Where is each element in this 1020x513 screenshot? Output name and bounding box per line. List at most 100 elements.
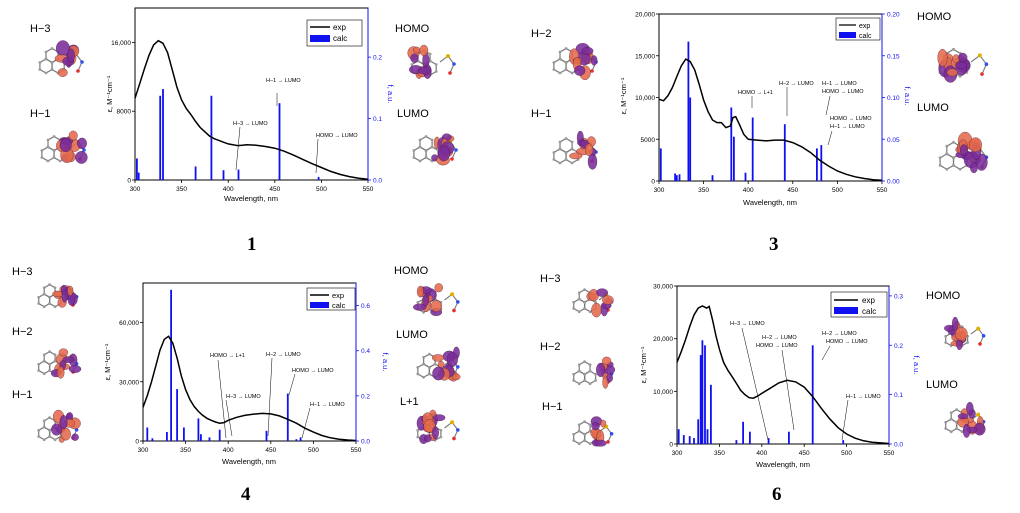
atom — [944, 341, 948, 344]
y2-tick-label: 0.00 — [887, 179, 900, 186]
atom — [966, 341, 969, 344]
orbital-lobe — [970, 162, 978, 174]
y2-ticks: 0.0 0.1 0.2 0.3 — [888, 286, 903, 449]
atom — [577, 429, 581, 433]
atom — [564, 158, 568, 161]
annotation-arrow — [821, 345, 831, 361]
x-ticks: 300 350 400 450 500 550 — [654, 181, 888, 194]
atom — [558, 147, 562, 151]
atom — [37, 428, 41, 432]
atom — [52, 135, 56, 138]
calc-bar — [706, 429, 709, 444]
molecule-orbital-picture — [37, 348, 82, 379]
atom — [42, 286, 46, 290]
orbital-label: H−2 — [540, 341, 561, 353]
atom — [44, 57, 48, 61]
atom — [428, 366, 431, 369]
atom — [572, 432, 576, 436]
atom — [588, 382, 592, 386]
y2-tick-label: 0.15 — [887, 53, 900, 60]
calc-bar — [689, 97, 692, 181]
panel-1: 0 8000 16,000 300 350 400 450 500 550 0.0 0.1 0.2… — [30, 7, 430, 255]
y2-tick-label: 0.6 — [361, 303, 370, 310]
atom — [577, 382, 581, 386]
y2-ticks: 0.0 0.1 0.2 — [367, 8, 382, 185]
molecule-orbital-picture — [413, 283, 460, 316]
x-tick-label: 400 — [743, 187, 754, 194]
legend-exp: exp — [859, 23, 870, 30]
annotation-arrow — [841, 399, 849, 441]
y-tick-label: 0 — [651, 179, 655, 186]
annotation: H−3 → LUMO — [730, 321, 765, 327]
atom — [570, 140, 574, 144]
nitrogen-atom — [456, 300, 460, 304]
orbital-lobe — [591, 422, 600, 431]
y2-tick-label: 0.0 — [373, 178, 382, 185]
atom — [944, 334, 948, 338]
molecule-orbital-picture — [944, 401, 986, 438]
orbital-label: H−3 — [30, 23, 51, 35]
orbital-lobe — [590, 55, 598, 66]
annotation: H−3 → LUMO — [233, 121, 268, 127]
atom — [48, 283, 51, 286]
x-tick-label: 450 — [799, 450, 810, 457]
orbital-lobe — [951, 316, 959, 331]
annotation-arrow — [217, 359, 227, 439]
nitrogen-atom — [609, 432, 614, 436]
orbital-lobe — [432, 366, 445, 381]
y-axis-label: ε, M⁻¹cm⁻¹ — [619, 77, 628, 114]
x-tick-label: 500 — [832, 187, 843, 194]
legend-calc: calc — [332, 301, 346, 310]
atom — [42, 359, 46, 363]
atom — [48, 428, 51, 432]
y-ticks: 0 10,000 20,000 30,000 — [653, 284, 677, 449]
molecule-orbital-picture — [416, 346, 461, 382]
atom — [955, 408, 958, 411]
annotation: HOMO → LUMO — [756, 343, 798, 349]
calc-bar — [183, 427, 185, 441]
sulfur-atom — [976, 326, 981, 331]
atom — [50, 68, 54, 71]
calc-bar — [237, 169, 240, 180]
atom — [428, 352, 431, 356]
calc-bar — [295, 439, 298, 441]
atom — [418, 145, 422, 149]
orbital-lobe — [61, 289, 68, 303]
atom — [418, 159, 422, 163]
atom — [583, 379, 586, 382]
orbital-label: LUMO — [396, 329, 428, 341]
oxygen-atom — [980, 72, 984, 76]
y2-ticks: 0.00 0.05 0.10 0.15 0.20 — [881, 12, 900, 186]
nitrogen-atom — [981, 334, 986, 338]
annotation-arrow — [315, 138, 319, 174]
calc-bar — [675, 175, 678, 181]
x-ticks: 300 350 400 450 500 550 — [130, 180, 374, 193]
atom — [583, 300, 586, 304]
x-tick-label: 500 — [841, 450, 852, 457]
atom — [583, 439, 586, 442]
x-tick-label: 300 — [138, 447, 149, 454]
atom — [572, 379, 576, 382]
orbital-label: H−1 — [30, 108, 51, 120]
atom — [50, 61, 54, 64]
y-tick-label: 8000 — [117, 109, 132, 116]
compound-number: 6 — [772, 484, 782, 505]
atom — [52, 149, 56, 152]
calc-bar — [674, 173, 676, 181]
atom — [564, 137, 568, 140]
atom — [37, 369, 41, 372]
calc-bars — [146, 289, 302, 441]
atom — [952, 140, 955, 144]
calc-bar — [744, 172, 747, 181]
bond — [970, 327, 985, 345]
atom — [38, 68, 42, 71]
compound-number: 4 — [241, 484, 251, 505]
annotation-arrow — [301, 407, 311, 439]
orbital-lobe — [452, 373, 461, 381]
sulfur-atom — [450, 292, 455, 297]
y-tick-label: 30,000 — [119, 379, 139, 386]
atom — [48, 302, 51, 305]
orbital-lobe — [594, 439, 607, 447]
oxygen-atom — [978, 342, 982, 346]
x-tick-label: 300 — [130, 186, 141, 193]
